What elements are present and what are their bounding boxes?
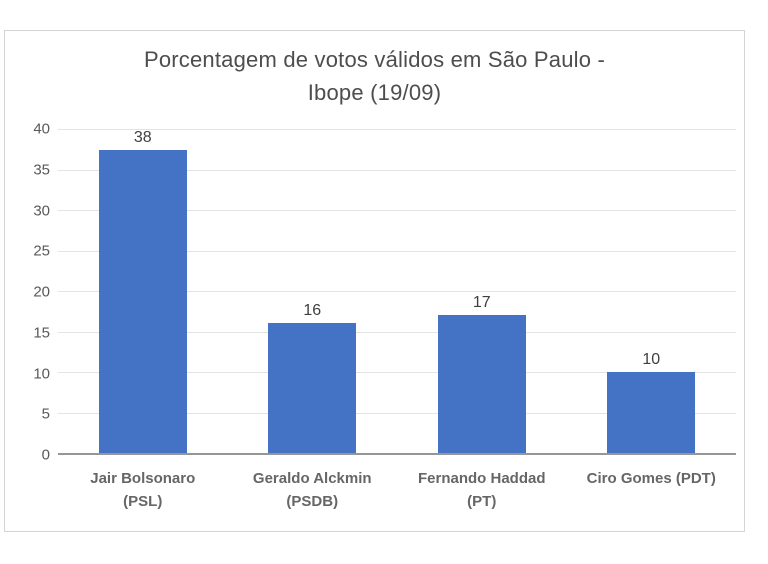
chart-frame: Porcentagem de votos válidos em São Paul… [4, 30, 745, 532]
x-category-label: Geraldo Alckmin (PSDB) [252, 470, 372, 510]
gridline [58, 250, 736, 252]
gridline [58, 210, 736, 211]
chart-title-line-1: Porcentagem de votos válidos em São Paul… [143, 47, 606, 72]
gridline [58, 412, 736, 414]
x-category-label: Fernando Haddad (PT) [417, 470, 546, 510]
y-tick-label: 20 [33, 283, 50, 301]
y-tick-label: 5 [41, 405, 50, 423]
y-axis-labels: 0 5 10 15 20 25 30 35 40 [5, 121, 50, 464]
gridline [58, 129, 736, 130]
bar [98, 150, 187, 453]
bar-value-label: 17 [472, 294, 491, 312]
bars: 38 16 17 10 [58, 129, 736, 453]
y-tick-label: 40 [33, 120, 50, 138]
bar [268, 323, 357, 453]
x-category-label: Ciro Gomes (PDT) [586, 470, 716, 487]
bar-value-label: 10 [642, 351, 661, 368]
gridline [58, 372, 736, 373]
gridline [58, 331, 736, 333]
y-tick-label: 35 [33, 161, 50, 179]
bar-value-label: 16 [303, 302, 322, 320]
x-category-label: Jair Bolsonaro (PSL) [90, 470, 196, 510]
y-tick-label: 30 [33, 202, 50, 219]
y-tick-label: 25 [33, 242, 50, 260]
y-tick-label: 10 [33, 365, 50, 382]
gridline [58, 291, 736, 292]
bar-column: 10 [567, 129, 737, 453]
bar-column: 17 [397, 129, 567, 453]
chart-title: Porcentagem de votos válidos em São Paul… [95, 43, 655, 109]
bar-value-label: 38 [133, 129, 152, 146]
y-tick-label: 15 [33, 324, 50, 342]
gridline [58, 169, 736, 171]
plot-area: 38 16 17 10 [58, 129, 736, 455]
bar-column: 38 [58, 129, 228, 453]
x-axis-labels: Jair Bolsonaro (PSL) Geraldo Alckmin (PSD… [58, 467, 736, 513]
chart-title-line-2: Ibope (19/09) [307, 80, 442, 105]
bar [437, 315, 526, 453]
bar-column: 16 [228, 129, 398, 453]
bar [607, 372, 696, 453]
y-tick-label: 0 [41, 446, 50, 464]
